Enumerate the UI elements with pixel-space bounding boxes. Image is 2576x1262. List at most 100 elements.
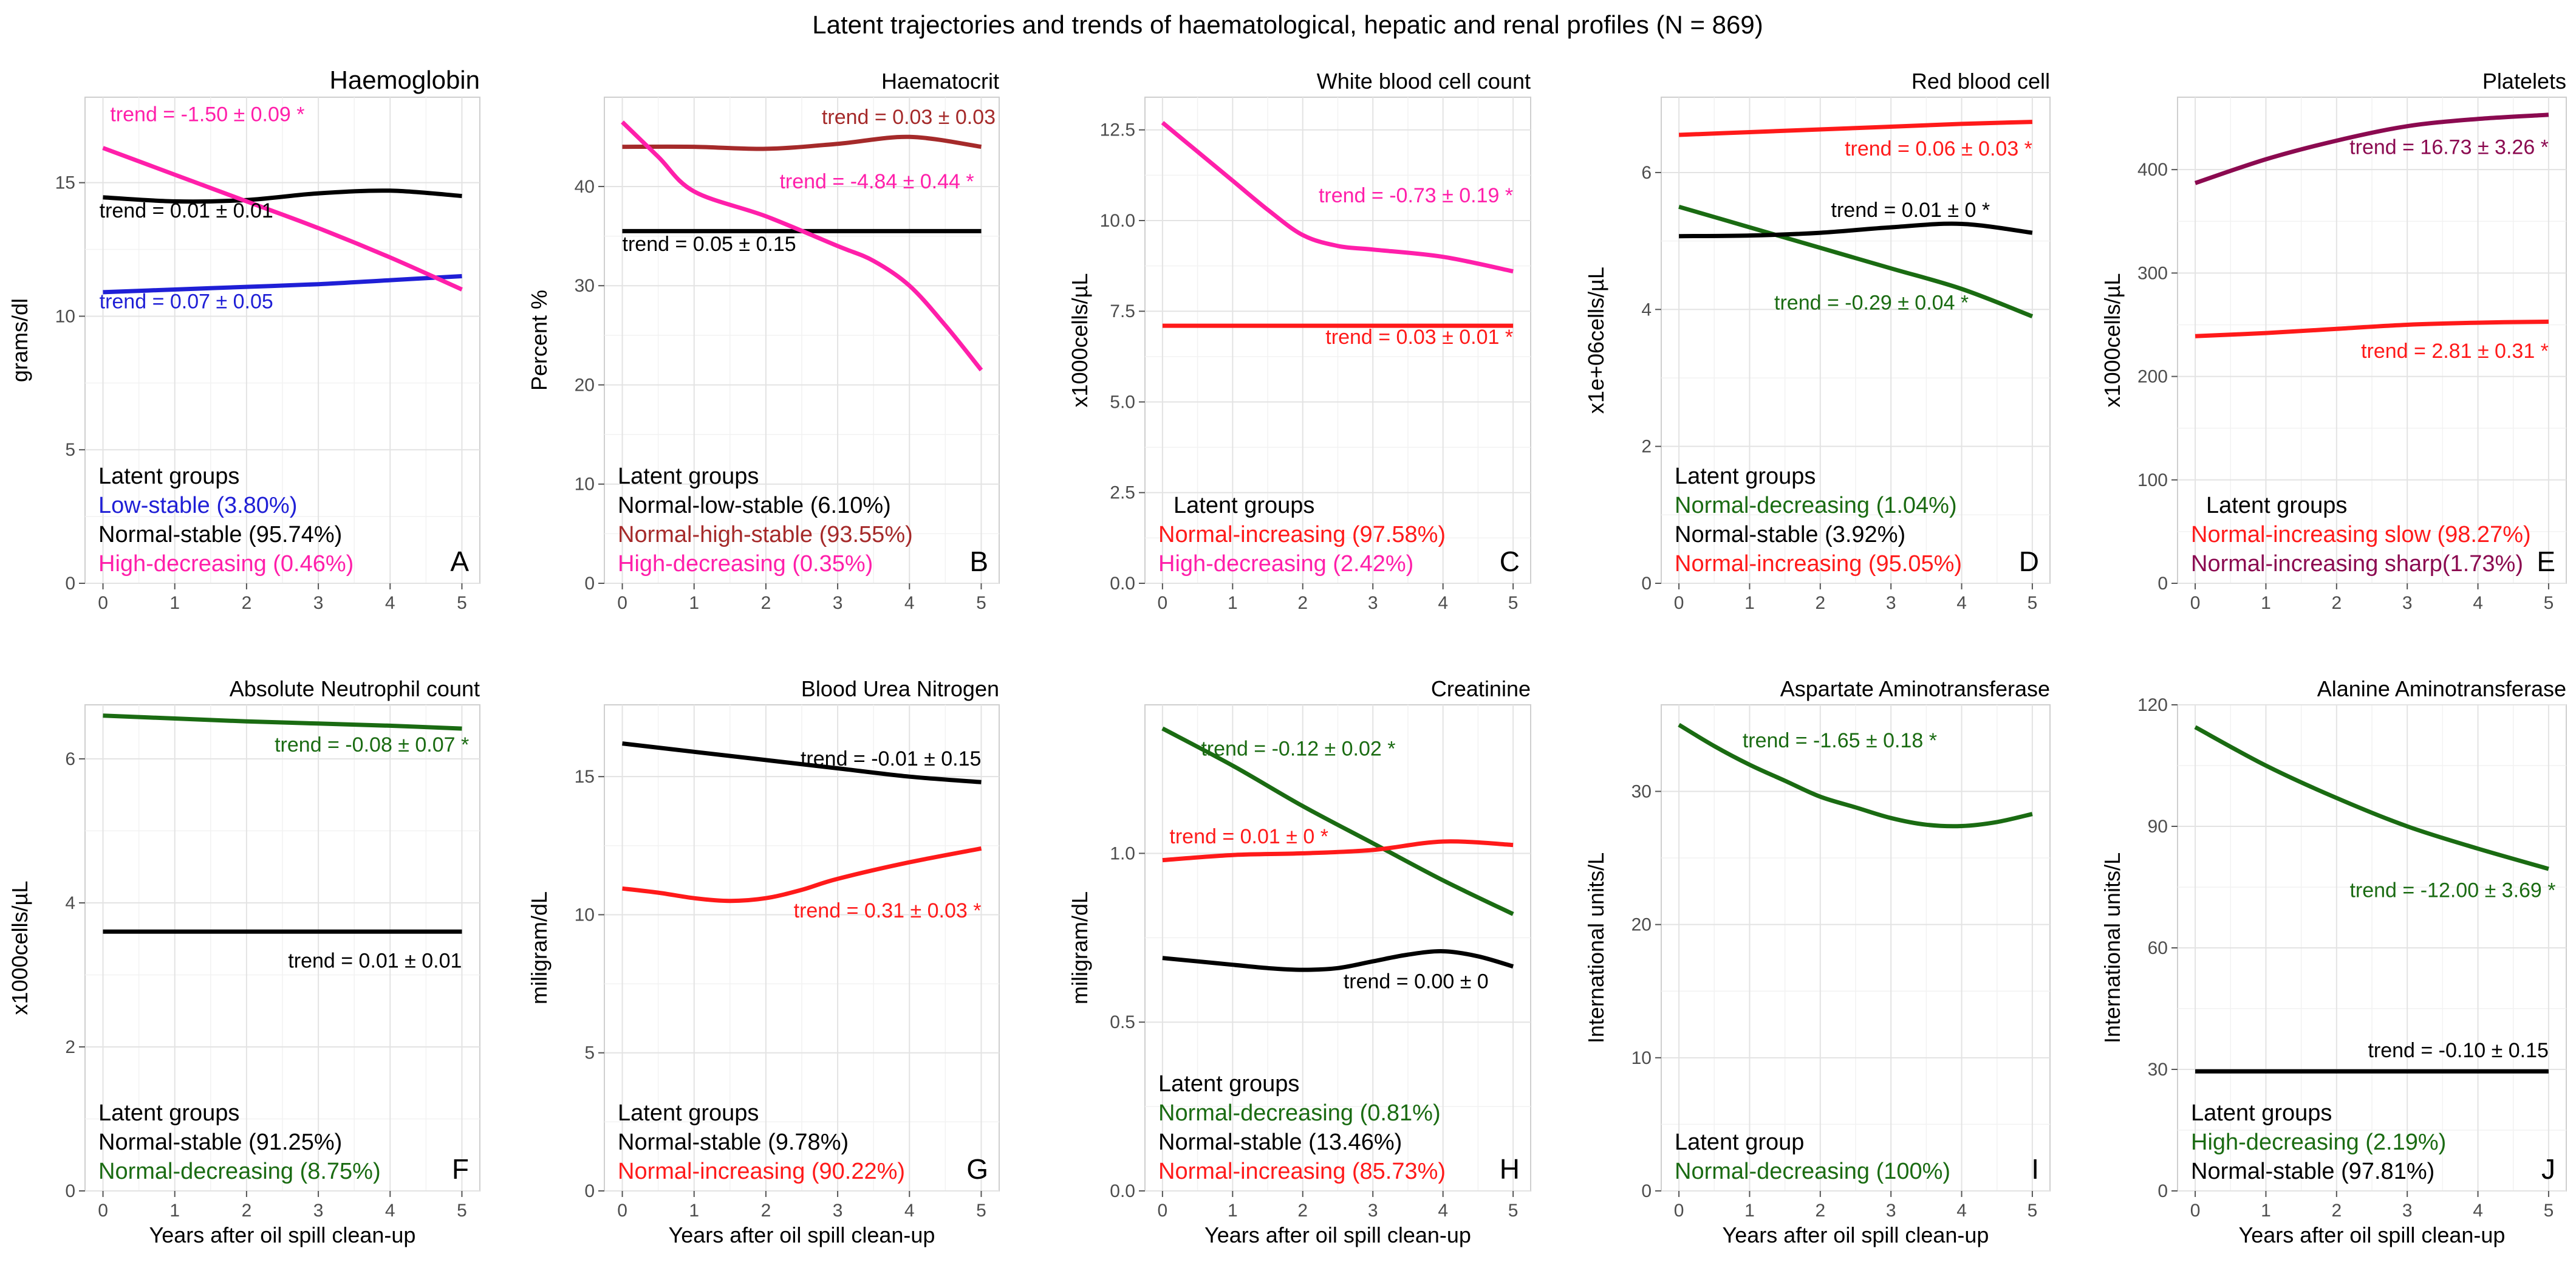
y-tick-label: 0 <box>1641 1181 1652 1201</box>
chart-title: Platelets <box>2482 69 2566 94</box>
series-line <box>622 846 982 904</box>
x-tick-label: 1 <box>169 1201 180 1221</box>
y-tick-label: 0.0 <box>1110 574 1135 594</box>
y-tick-label: 0 <box>1641 574 1652 594</box>
figure-title: Latent trajectories and trends of haemat… <box>812 10 1763 39</box>
trend-annotation: trend = -1.50 ± 0.09 * <box>110 103 304 126</box>
x-tick-label: 3 <box>1886 593 1896 613</box>
x-tick-label: 3 <box>2402 1201 2413 1221</box>
y-tick-label: 2 <box>65 1037 75 1057</box>
y-tick-label: 0 <box>584 1181 595 1201</box>
y-axis-label: International units/L <box>2100 852 2125 1043</box>
y-tick-label: 30 <box>2148 1060 2168 1080</box>
legend-title: Latent groups <box>2206 493 2347 518</box>
x-tick-label: 4 <box>1956 1201 1967 1221</box>
legend-entry: High-decreasing (0.35%) <box>618 551 873 577</box>
trend-annotation: trend = 0.03 ± 0.03 <box>822 106 996 129</box>
panel-letter: E <box>2537 546 2555 577</box>
y-axis-label: International units/L <box>1584 852 1608 1043</box>
x-tick-label: 3 <box>833 1201 843 1221</box>
x-tick-label: 5 <box>976 1201 986 1221</box>
x-tick-label: 5 <box>457 1201 467 1221</box>
x-tick-label: 3 <box>1368 593 1378 613</box>
legend-entry: Normal-stable (95.74%) <box>98 522 342 547</box>
y-tick-label: 5.0 <box>1110 392 1135 412</box>
legend-title: Latent groups <box>2191 1100 2332 1126</box>
legend-entry: Normal-decreasing (8.75%) <box>98 1159 381 1184</box>
y-tick-label: 6 <box>65 749 75 769</box>
y-axis-label: miligram/dL <box>527 891 552 1004</box>
trend-annotation: trend = -4.84 ± 0.44 * <box>779 170 974 193</box>
x-tick-label: 1 <box>689 1201 699 1221</box>
y-axis-label: x1000cells/µL <box>1067 273 1092 408</box>
y-tick-label: 10 <box>55 306 75 326</box>
x-tick-label: 4 <box>1956 593 1967 613</box>
legend-entry: Normal-decreasing (100%) <box>1675 1159 1950 1184</box>
trend-annotation: trend = 0.05 ± 0.15 <box>623 233 796 256</box>
y-tick-label: 30 <box>575 276 595 296</box>
trend-annotation: trend = -0.10 ± 0.15 <box>2368 1039 2548 1062</box>
x-tick-label: 0 <box>2190 1201 2201 1221</box>
trend-annotation: trend = 0.31 ± 0.03 * <box>794 899 982 922</box>
x-tick-label: 3 <box>313 593 324 613</box>
chart-title: Haematocrit <box>881 69 999 94</box>
y-tick-label: 300 <box>2137 263 2168 283</box>
trend-annotation: trend = -12.00 ± 3.69 * <box>2349 879 2555 902</box>
y-tick-label: 0.0 <box>1110 1181 1135 1201</box>
chart-panel-b: 0 1 2 3 4 5 0 10 20 30 40 Haematocrit Percent % trend… <box>527 69 1000 613</box>
chart-title: Alanine Aminotransferase <box>2317 676 2566 701</box>
y-tick-label: 10 <box>575 905 595 925</box>
series-line <box>103 713 462 731</box>
x-tick-label: 2 <box>1297 593 1308 613</box>
x-tick-label: 1 <box>1744 593 1755 613</box>
y-tick-label: 100 <box>2137 470 2168 490</box>
x-tick-label: 2 <box>2331 593 2342 613</box>
x-tick-label: 3 <box>1368 1201 1378 1221</box>
legend-entry: Normal-high-stable (93.55%) <box>618 522 913 547</box>
series-line <box>1162 949 1514 972</box>
x-tick-label: 2 <box>761 593 771 613</box>
legend-title: Latent groups <box>1158 1071 1299 1097</box>
panel-letter: C <box>1500 546 1520 577</box>
trend-annotation: trend = -0.08 ± 0.07 * <box>275 733 469 756</box>
x-tick-label: 1 <box>2261 593 2271 613</box>
x-tick-label: 0 <box>617 593 627 613</box>
series-line <box>622 741 982 784</box>
legend-entry: Low-stable (3.80%) <box>98 493 297 518</box>
series-line <box>622 134 982 151</box>
series-line <box>1679 221 2033 239</box>
y-tick-label: 0 <box>65 574 75 594</box>
x-tick-label: 0 <box>1674 1201 1684 1221</box>
panel-letter: I <box>2031 1153 2039 1185</box>
y-axis-label: x1000cells/µL <box>7 881 32 1015</box>
legend-title: Latent group <box>1675 1130 1804 1155</box>
y-tick-label: 10 <box>1631 1048 1652 1068</box>
y-axis-label: grams/dl <box>7 298 32 382</box>
legend-title: Latent groups <box>618 464 759 489</box>
series-line <box>103 274 462 295</box>
legend-title: Latent groups <box>98 1100 239 1126</box>
trend-annotation: trend = 0.01 ± 0.01 <box>288 950 462 973</box>
x-tick-label: 0 <box>98 1201 108 1221</box>
legend-title: Latent groups <box>1174 493 1314 518</box>
series-line <box>2194 725 2549 871</box>
legend-entry: Normal-low-stable (6.10%) <box>618 493 891 518</box>
chart-panel-f: 0 1 2 3 4 5 0 2 4 6 Absolute Neutrophil count x1000… <box>7 676 480 1247</box>
series-line <box>2195 319 2549 338</box>
trend-annotation: trend = 2.81 ± 0.31 * <box>2361 340 2549 363</box>
legend-entry: Normal-stable (3.92%) <box>1675 522 1905 547</box>
legend-title: Latent groups <box>98 464 239 489</box>
y-tick-label: 20 <box>1631 915 1652 935</box>
series-line <box>1678 722 2033 829</box>
x-axis-label: Years after oil spill clean-up <box>1723 1223 1989 1247</box>
trend-annotation: trend = 0.03 ± 0.01 * <box>1325 326 1513 349</box>
x-axis-label: Years after oil spill clean-up <box>669 1223 935 1247</box>
legend-entry: Normal-decreasing (1.04%) <box>1675 493 1957 518</box>
legend-entry: Normal-stable (97.81%) <box>2191 1159 2434 1184</box>
x-tick-label: 3 <box>1886 1201 1896 1221</box>
y-tick-label: 10.0 <box>1100 211 1135 231</box>
x-tick-label: 5 <box>2544 1201 2554 1221</box>
chart-panel-i: 0 1 2 3 4 5 0 10 20 30 Aspartate Aminotransferase I… <box>1584 676 2051 1247</box>
x-tick-label: 5 <box>1508 1201 1519 1221</box>
